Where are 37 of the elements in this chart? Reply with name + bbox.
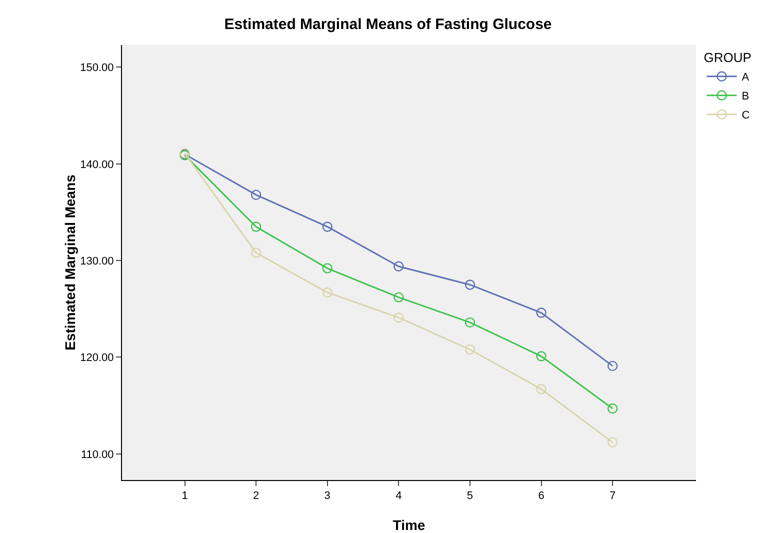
chart-title: Estimated Marginal Means of Fasting Glucose — [224, 16, 552, 34]
point — [394, 292, 404, 302]
point — [607, 403, 618, 414]
y-tick-label: 110.00 — [80, 448, 114, 461]
y-tick-label: 130.00 — [80, 255, 114, 268]
y-tick-label: 120.00 — [80, 352, 114, 364]
point — [607, 360, 618, 372]
point — [536, 384, 546, 394]
point — [250, 190, 262, 200]
point — [536, 308, 546, 318]
point — [322, 263, 332, 274]
legend-label: B — [742, 90, 750, 103]
point — [464, 344, 476, 355]
x-tick-label: 5 — [466, 490, 474, 502]
legend-label: C — [742, 110, 750, 122]
x-tick-label: 2 — [252, 490, 260, 502]
point — [394, 312, 404, 323]
point — [464, 317, 476, 328]
point — [322, 287, 332, 298]
x-tick-label: 4 — [396, 490, 402, 502]
x-tick-label: 7 — [610, 490, 616, 502]
x-tick-label: 3 — [324, 490, 330, 502]
point — [250, 248, 262, 258]
x-tick-label: 1 — [182, 490, 188, 502]
point — [394, 261, 404, 272]
legend-title: GROUP — [704, 50, 752, 65]
point — [464, 280, 476, 290]
x-tick-label: 6 — [538, 490, 544, 502]
y-tick-label: 140.00 — [80, 158, 114, 171]
legend-label: A — [742, 72, 750, 84]
point — [536, 351, 546, 362]
point — [607, 437, 618, 448]
point — [322, 222, 332, 232]
y-axis-title: Estimated Marginal Means — [62, 174, 78, 350]
point — [250, 222, 262, 232]
y-tick-label: 150.00 — [80, 62, 114, 74]
x-axis-title: Time — [392, 517, 426, 533]
